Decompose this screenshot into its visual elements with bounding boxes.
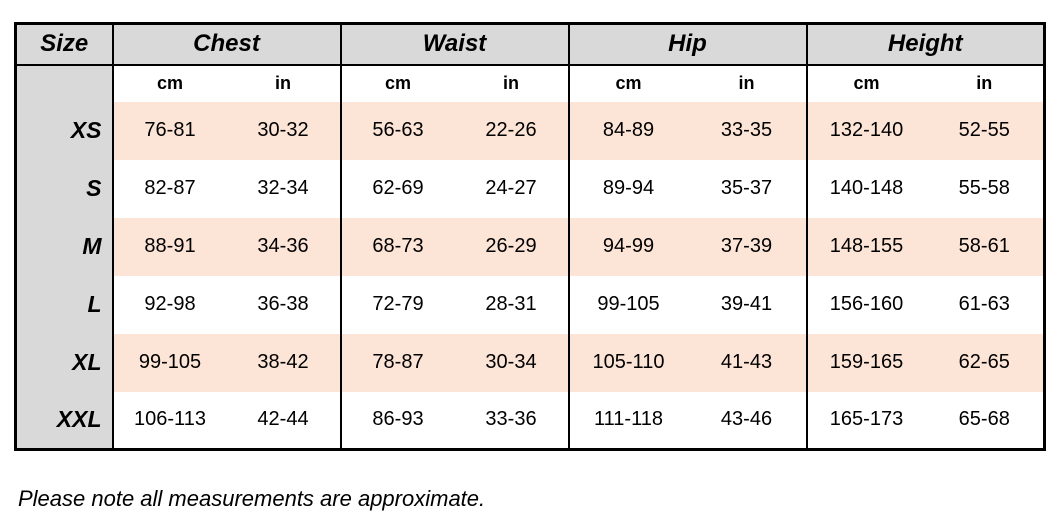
cell-height-cm: 165-173 (805, 391, 926, 450)
cell-hip-in: 33-35 (687, 101, 807, 160)
table-row-xxl: XXL 106-113 42-44 86-93 33-36 111-118 43… (15, 391, 1045, 450)
cell-hip-cm: 105-110 (567, 333, 688, 392)
table-row-xl: XL 99-105 38-42 78-87 30-34 105-110 41-4… (15, 333, 1045, 392)
header-row: Size Chest Waist Hip Height (15, 23, 1045, 66)
units-size-spacer (15, 64, 114, 102)
cell-waist-cm: 68-73 (339, 217, 455, 276)
cell-waist-in: 22-26 (454, 101, 569, 160)
cell-height-in: 58-61 (925, 217, 1045, 276)
cell-chest-cm: 92-98 (111, 275, 227, 334)
approximate-measurements-note: Please note all measurements are approxi… (18, 486, 486, 511)
size-cell: XS (15, 101, 114, 160)
cell-chest-cm: 76-81 (111, 101, 227, 160)
cell-hip-in: 43-46 (687, 391, 807, 450)
unit-label-waist-cm: cm (339, 64, 455, 102)
cell-hip-cm: 111-118 (567, 391, 688, 450)
size-cell: XL (15, 333, 114, 392)
cell-hip-in: 41-43 (687, 333, 807, 392)
cell-hip-in: 35-37 (687, 159, 807, 218)
size-cell: L (15, 275, 114, 334)
cell-hip-cm: 89-94 (567, 159, 688, 218)
unit-label-height-cm: cm (805, 64, 926, 102)
cell-height-cm: 148-155 (805, 217, 926, 276)
cell-hip-in: 37-39 (687, 217, 807, 276)
cell-chest-in: 32-34 (226, 159, 341, 218)
cell-height-cm: 156-160 (805, 275, 926, 334)
cell-hip-cm: 94-99 (567, 217, 688, 276)
cell-height-in: 55-58 (925, 159, 1045, 218)
cell-chest-in: 30-32 (226, 101, 341, 160)
cell-waist-in: 28-31 (454, 275, 569, 334)
units-row: cm in cm in cm in cm in (15, 64, 1045, 102)
cell-chest-in: 34-36 (226, 217, 341, 276)
cell-chest-in: 38-42 (226, 333, 341, 392)
cell-waist-in: 24-27 (454, 159, 569, 218)
size-chart-table: Size Chest Waist Hip Height cm in cm in … (14, 22, 1046, 451)
cell-chest-in: 36-38 (226, 275, 341, 334)
cell-height-cm: 132-140 (805, 101, 926, 160)
size-column-header: Size (15, 23, 113, 66)
size-cell: XXL (15, 391, 114, 450)
hip-column-header: Hip (567, 23, 807, 66)
size-cell: M (15, 217, 114, 276)
cell-chest-cm: 82-87 (111, 159, 227, 218)
chest-column-header: Chest (111, 23, 341, 66)
cell-waist-cm: 56-63 (339, 101, 455, 160)
cell-waist-in: 33-36 (454, 391, 569, 450)
cell-waist-cm: 72-79 (339, 275, 455, 334)
cell-height-cm: 159-165 (805, 333, 926, 392)
unit-label-chest-in: in (226, 64, 341, 102)
cell-waist-in: 26-29 (454, 217, 569, 276)
cell-waist-cm: 86-93 (339, 391, 455, 450)
height-column-header: Height (805, 23, 1045, 66)
cell-waist-cm: 78-87 (339, 333, 455, 392)
cell-height-cm: 140-148 (805, 159, 926, 218)
cell-height-in: 52-55 (925, 101, 1045, 160)
cell-chest-cm: 106-113 (111, 391, 227, 450)
size-cell: S (15, 159, 114, 218)
cell-height-in: 61-63 (925, 275, 1045, 334)
cell-chest-cm: 88-91 (111, 217, 227, 276)
cell-height-in: 65-68 (925, 391, 1045, 450)
unit-label-height-in: in (925, 64, 1045, 102)
unit-label-hip-cm: cm (567, 64, 688, 102)
cell-hip-cm: 99-105 (567, 275, 688, 334)
unit-label-waist-in: in (454, 64, 569, 102)
cell-hip-cm: 84-89 (567, 101, 688, 160)
table-row-s: S 82-87 32-34 62-69 24-27 89-94 35-37 14… (15, 159, 1045, 218)
cell-chest-in: 42-44 (226, 391, 341, 450)
table-row-xs: XS 76-81 30-32 56-63 22-26 84-89 33-35 1… (15, 101, 1045, 160)
cell-height-in: 62-65 (925, 333, 1045, 392)
table-row-m: M 88-91 34-36 68-73 26-29 94-99 37-39 14… (15, 217, 1045, 276)
waist-column-header: Waist (339, 23, 569, 66)
unit-label-hip-in: in (687, 64, 807, 102)
cell-chest-cm: 99-105 (111, 333, 227, 392)
cell-waist-cm: 62-69 (339, 159, 455, 218)
cell-waist-in: 30-34 (454, 333, 569, 392)
unit-label-chest-cm: cm (111, 64, 227, 102)
table-row-l: L 92-98 36-38 72-79 28-31 99-105 39-41 1… (15, 275, 1045, 334)
cell-hip-in: 39-41 (687, 275, 807, 334)
